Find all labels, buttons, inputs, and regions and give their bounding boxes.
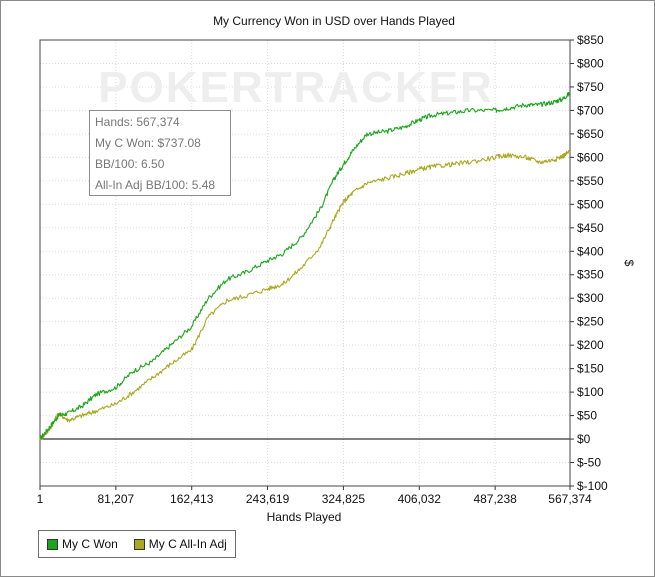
y-tick-label: $500 bbox=[577, 197, 604, 211]
y-tick-label: $100 bbox=[577, 385, 604, 399]
x-tick-label: 567,374 bbox=[548, 492, 592, 506]
hover-tooltip: Hands: 567,374 My C Won: $737.08 BB/100:… bbox=[89, 110, 231, 196]
x-tick-label: 487,238 bbox=[473, 492, 517, 506]
y-tick-label: $-50 bbox=[577, 456, 601, 470]
watermark-logo: POKERTRACKER bbox=[98, 63, 494, 112]
y-tick-label: $850 bbox=[577, 33, 604, 47]
x-tick-label: 81,207 bbox=[98, 492, 135, 506]
y-tick-label: $750 bbox=[577, 80, 604, 94]
legend-label-allin: My C All-In Adj bbox=[148, 537, 227, 551]
y-tick-label: $300 bbox=[577, 291, 604, 305]
legend-swatch-won bbox=[47, 538, 58, 550]
y-tick-label: $450 bbox=[577, 221, 604, 235]
y-tick-label: $800 bbox=[577, 56, 604, 70]
x-axis-label: Hands Played bbox=[267, 510, 342, 524]
y-tick-label: $200 bbox=[577, 338, 604, 352]
plot-area: $850 $800 $750 $700 $650 $600 $550 $500 $450 $400… bbox=[37, 33, 608, 506]
tooltip-bb100: BB/100: 6.50 bbox=[95, 157, 165, 171]
y-tick-label: $600 bbox=[577, 150, 604, 164]
y-tick-label: $550 bbox=[577, 174, 604, 188]
x-tick-label: 162,413 bbox=[170, 492, 214, 506]
legend-item-allin[interactable]: My C All-In Adj bbox=[133, 537, 227, 551]
legend-label-won: My C Won bbox=[62, 537, 118, 551]
series-line-my-c-all-in-adj bbox=[39, 150, 571, 441]
x-tick-label: 1 bbox=[37, 492, 44, 506]
x-tick-label: 324,825 bbox=[322, 492, 366, 506]
chart-legend: My C Won My C All-In Adj bbox=[38, 530, 236, 558]
tooltip-won: My C Won: $737.08 bbox=[95, 136, 201, 150]
y-tick-label: $350 bbox=[577, 268, 604, 282]
legend-swatch-allin bbox=[133, 538, 145, 550]
y-tick-label: $250 bbox=[577, 315, 604, 329]
y-tick-label: $700 bbox=[577, 103, 604, 117]
y-tick-label: $-100 bbox=[577, 479, 608, 493]
y-tick-label: $400 bbox=[577, 244, 604, 258]
y-tick-label: $50 bbox=[577, 409, 597, 423]
x-tick-label: 243,619 bbox=[246, 492, 290, 506]
legend-item-won[interactable]: My C Won bbox=[47, 537, 118, 551]
series-line-my-c-won bbox=[39, 91, 571, 440]
x-tick-label: 406,032 bbox=[398, 492, 442, 506]
tooltip-hands: Hands: 567,374 bbox=[95, 115, 180, 129]
y-tick-label: $150 bbox=[577, 362, 604, 376]
y-tick-label: $0 bbox=[577, 432, 591, 446]
plot-border bbox=[39, 39, 571, 487]
tooltip-allin-bb100: All-In Adj BB/100: 5.48 bbox=[95, 178, 216, 192]
chart-title: My Currency Won in USD over Hands Played bbox=[213, 14, 455, 28]
y-tick-label: $650 bbox=[577, 127, 604, 141]
y-axis-label: $ bbox=[622, 260, 636, 267]
